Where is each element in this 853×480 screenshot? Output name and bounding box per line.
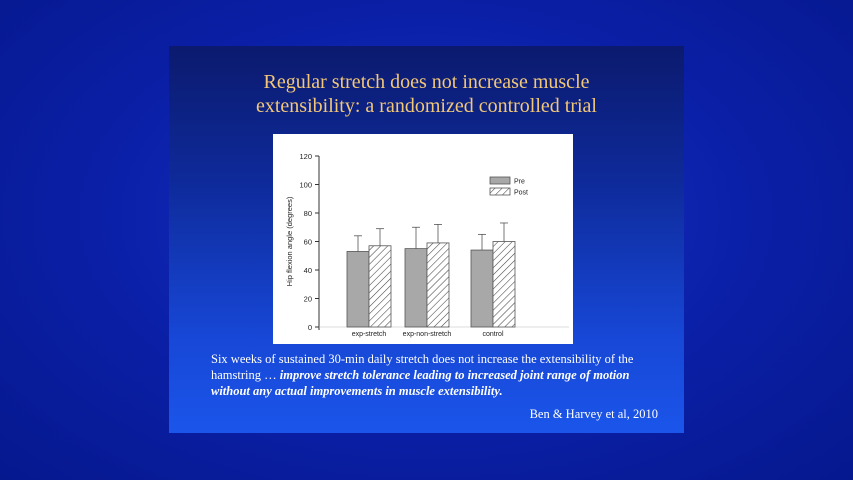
slide-title: Regular stretch does not increase muscle… xyxy=(169,70,684,118)
slide-title-line-2: extensibility: a randomized controlled t… xyxy=(255,95,597,117)
caption-emphasis-text: improve stretch tolerance leading to inc… xyxy=(211,368,630,398)
x-category-label: control xyxy=(482,331,503,338)
legend-label-pre: Pre xyxy=(514,179,525,186)
legend-label-post: Post xyxy=(514,190,528,197)
caption-plain-text: Six weeks of sustained 30-min daily stre… xyxy=(211,352,634,382)
y-tick-label: 120 xyxy=(299,152,312,161)
legend-swatch-post xyxy=(489,187,511,196)
y-axis-label: Hip flexion angle (degrees) xyxy=(285,196,294,286)
x-category-label: exp-stretch xyxy=(352,331,387,338)
y-tick-label: 80 xyxy=(304,209,312,218)
slide-title-line-1: Regular stretch does not increase muscle xyxy=(263,71,590,93)
y-tick-label: 100 xyxy=(299,181,312,190)
y-tick-label: 60 xyxy=(304,238,312,247)
bar-chart: 0 20 40 60 80 100 120 Hip flexion angle (degree… xyxy=(285,152,569,338)
bar-pre-exp-stretch xyxy=(346,251,370,328)
y-tick-label: 0 xyxy=(308,323,312,332)
bar-post-control xyxy=(492,241,516,328)
chart-panel: 0 20 40 60 80 100 120 Hip flexion angle (degree… xyxy=(273,134,573,344)
y-tick-label: 20 xyxy=(304,295,312,304)
x-category-label: exp-non-stretch xyxy=(403,331,452,338)
bar-post-exp-non-stretch xyxy=(426,242,450,328)
y-tick-label: 40 xyxy=(304,266,312,275)
legend-swatch-pre xyxy=(489,176,511,185)
bar-pre-exp-non-stretch xyxy=(404,248,428,328)
citation: Ben & Harvey et al, 2010 xyxy=(529,407,658,421)
slide-caption: Six weeks of sustained 30-min daily stre… xyxy=(211,351,651,399)
bar-post-exp-stretch xyxy=(368,245,392,328)
bar-pre-control xyxy=(470,249,494,328)
slide: Regular stretch does not increase muscle… xyxy=(169,46,684,433)
